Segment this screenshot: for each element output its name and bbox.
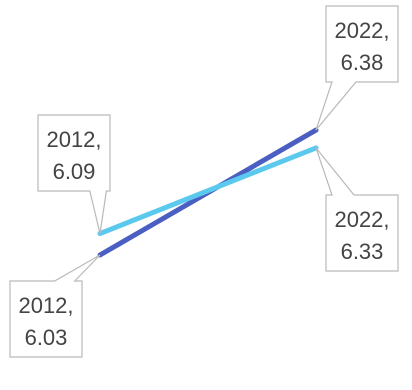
data-label-line-1: 2022, bbox=[334, 18, 389, 43]
data-label-2012-series-1: 2012, 6.03 bbox=[9, 254, 101, 358]
data-label-line-2: 6.33 bbox=[341, 239, 384, 264]
data-label-line-1: 2012, bbox=[18, 293, 73, 318]
series-line-2 bbox=[97, 145, 319, 237]
data-label-line-2: 6.03 bbox=[25, 325, 68, 350]
data-label-line-1: 2012, bbox=[46, 127, 101, 152]
data-label-box bbox=[315, 5, 399, 131]
data-label-box bbox=[9, 254, 101, 358]
data-label-box bbox=[37, 114, 111, 234]
data-label-line-2: 6.38 bbox=[341, 50, 384, 75]
data-label-2012-series-2: 2012, 6.09 bbox=[37, 114, 111, 234]
data-label-line-2: 6.09 bbox=[53, 159, 96, 184]
data-label-box bbox=[315, 147, 399, 272]
data-label-2022-series-1: 2022, 6.38 bbox=[315, 5, 399, 131]
series-lines bbox=[97, 127, 319, 258]
data-label-layer: 2012, 6.03 2022, 6.38 2012, 6.09 2022, 6.33 bbox=[9, 5, 399, 358]
data-label-2022-series-2: 2022, 6.33 bbox=[315, 147, 399, 272]
data-label-line-1: 2022, bbox=[334, 207, 389, 232]
